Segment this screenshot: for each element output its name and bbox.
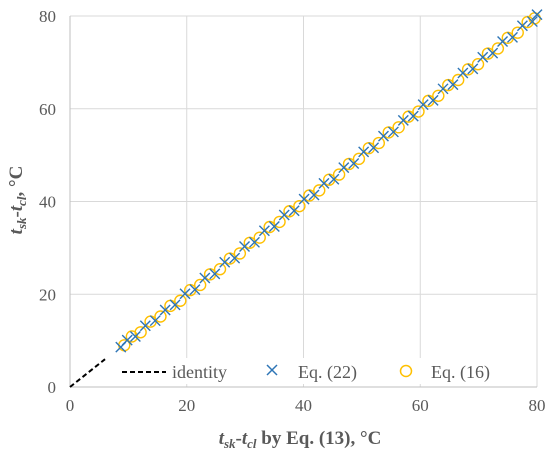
eq22-point: [338, 162, 350, 174]
tick-labels: 0 20 40 60 80 0 20 40 60 80: [39, 7, 546, 415]
x-tick-label: 60: [412, 396, 429, 415]
x-tick-label: 40: [295, 396, 312, 415]
eq22-point: [437, 83, 449, 95]
eq16-series: [118, 12, 541, 352]
y-tick-label: 0: [48, 378, 57, 397]
eq22-point: [531, 9, 543, 21]
eq22-series: [115, 9, 543, 353]
eq16-point: [392, 121, 405, 134]
eq22-point: [368, 142, 380, 154]
eq22-point: [308, 189, 320, 201]
eq22-point: [516, 20, 528, 32]
eq16-point: [372, 136, 386, 150]
eq22-point: [497, 36, 509, 48]
identity-line-series: [69, 358, 106, 388]
eq22-point: [159, 304, 171, 316]
eq22-point: [417, 99, 429, 111]
eq16-point: [233, 247, 247, 260]
eq22-point: [477, 51, 489, 63]
x-tick-label: 80: [529, 396, 546, 415]
eq22-point: [397, 114, 409, 126]
eq22-point: [318, 177, 330, 189]
eq16-point: [332, 168, 346, 181]
eq16-point: [313, 184, 326, 197]
eq22-point: [467, 63, 479, 75]
legend-eq16-swatch: [399, 364, 413, 378]
eq16-point: [174, 294, 187, 307]
y-tick-label: 60: [39, 100, 56, 119]
axes: [69, 16, 537, 388]
eq22-point: [268, 221, 280, 233]
x-tick-label: 0: [66, 396, 75, 415]
eq16-point: [213, 263, 227, 276]
eq22-point: [199, 272, 211, 284]
eq16-point: [471, 58, 485, 71]
eq22-point: [427, 94, 439, 106]
eq22-point: [278, 209, 290, 221]
eq22-point: [209, 268, 221, 280]
eq22-point: [377, 130, 389, 142]
eq22-point: [248, 236, 260, 248]
eq16-point: [273, 215, 286, 229]
eq22-point: [129, 330, 141, 342]
eq16-point: [134, 326, 147, 339]
eq16-point: [412, 105, 425, 118]
eq22-point: [189, 284, 201, 296]
eq22-point: [358, 146, 370, 158]
legend-eq22-swatch: [266, 364, 278, 376]
eq22-point: [258, 225, 270, 237]
eq22-point: [139, 320, 151, 332]
eq22-point: [169, 299, 181, 311]
eq22-point: [179, 288, 191, 300]
identity-line: [69, 358, 106, 388]
eq16-point: [432, 89, 445, 102]
eq22-point: [487, 47, 499, 59]
y-tick-label: 20: [39, 285, 56, 304]
eq22-point: [526, 16, 538, 28]
eq22-point: [288, 205, 300, 217]
eq16-point: [253, 231, 266, 244]
eq16-point: [491, 42, 505, 55]
eq22-point: [457, 67, 469, 79]
legend-background: [112, 358, 510, 384]
legend-identity-label: identity: [172, 362, 227, 382]
eq22-point: [447, 79, 459, 91]
eq22-point: [149, 315, 161, 327]
eq22-point: [219, 256, 231, 268]
eq22-point: [387, 126, 399, 138]
eq16-point: [293, 199, 306, 213]
y-axis-title: tsk-tcl, °C: [6, 166, 29, 235]
eq22-point: [328, 173, 340, 185]
eq22-point: [121, 334, 133, 346]
y-tick-label: 80: [39, 7, 56, 26]
y-tick-label: 40: [39, 193, 56, 212]
eq22-point: [506, 31, 518, 43]
eq22-point: [348, 157, 360, 169]
eq16-point: [511, 26, 524, 39]
eq16-point: [451, 73, 465, 87]
eq16-point: [154, 310, 167, 323]
legend: identity Eq. (22) Eq. (16): [112, 358, 510, 384]
legend-eq16-label: Eq. (16): [431, 362, 490, 383]
eq22-point: [407, 110, 419, 122]
x-tick-label: 20: [178, 396, 195, 415]
eq16-point: [352, 152, 366, 166]
legend-eq22-label: Eq. (22): [298, 362, 357, 383]
eq22-point: [298, 193, 310, 205]
x-axis-title: tsk-tcl by Eq. (13), °C: [219, 428, 382, 451]
eq16-point: [193, 278, 207, 292]
eq22-point: [239, 240, 251, 252]
eq22-point: [229, 252, 241, 264]
